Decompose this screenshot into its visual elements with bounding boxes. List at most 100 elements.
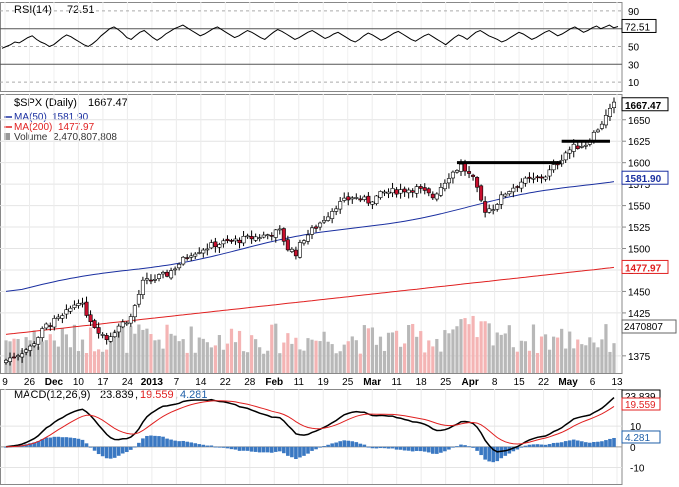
macd-hist-bar-16 — [68, 437, 73, 447]
volume-bar-18 — [76, 351, 81, 373]
volume-bar-133 — [539, 336, 544, 373]
volume-bar-46 — [189, 326, 193, 373]
candle-body-81 — [330, 211, 335, 219]
macd-hist-bar-73 — [298, 446, 302, 458]
volume-bar-13 — [56, 346, 60, 373]
candle-body-101 — [410, 190, 415, 193]
macd-hist-bar-44 — [181, 440, 185, 447]
candle-body-118 — [479, 185, 484, 201]
candle-body-11 — [48, 325, 53, 327]
macd-hist-bar-131 — [531, 444, 536, 447]
candle-body-39 — [161, 272, 166, 275]
macd-hist-bar-20 — [84, 443, 89, 447]
macd-hist-bar-39 — [161, 436, 165, 447]
price-tick-label-0: 1650 — [628, 116, 651, 127]
volume-bar-112 — [455, 326, 459, 373]
volume-bar-92 — [374, 344, 379, 373]
macd-hist-bar-114 — [463, 445, 467, 447]
macd-hist-bar-91 — [370, 446, 375, 449]
macd-hist-bar-127 — [515, 446, 520, 450]
x-axis-label-3: 10 — [73, 377, 85, 388]
candle-body-59 — [241, 236, 246, 244]
candle-body-41 — [169, 270, 174, 279]
macd-hist-bar-41 — [169, 439, 173, 447]
volume-bar-140 — [568, 331, 572, 373]
macd-hist-bar-84 — [342, 440, 347, 447]
candle-body-56 — [229, 240, 234, 242]
volume-bar-94 — [382, 350, 387, 373]
candle-body-70 — [285, 239, 290, 251]
macd-hist-bar-49 — [201, 444, 206, 447]
candle-body-19 — [80, 302, 85, 305]
candle-body-68 — [277, 228, 282, 231]
rsi-tick-label-0: 90 — [628, 7, 640, 18]
candle-body-53 — [217, 244, 222, 248]
candle-body-28 — [116, 325, 121, 333]
volume-bar-80 — [326, 341, 330, 373]
macd-hist-bar-80 — [326, 444, 330, 447]
volume-bar-122 — [495, 332, 499, 373]
volume-bar-120 — [487, 323, 491, 373]
candle-body-21 — [88, 314, 93, 323]
volume-bar-53 — [217, 335, 222, 373]
volume-bar-40 — [165, 324, 169, 373]
candle-body-3 — [16, 355, 21, 358]
candle-body-51 — [209, 242, 214, 249]
volume-bar-113 — [459, 319, 463, 373]
candle-body-45 — [185, 257, 190, 259]
macd-hist-bar-112 — [455, 446, 459, 447]
volume-bar-9 — [40, 341, 44, 373]
macd-hist-bar-8 — [36, 441, 41, 447]
macd-hist-bar-98 — [398, 446, 403, 450]
volume-bar-124 — [503, 333, 507, 373]
macd-value: 23.839 — [100, 389, 134, 401]
candle-body-63 — [257, 237, 262, 239]
x-axis-label-9: 22 — [220, 377, 232, 388]
macd-hist-bar-23 — [96, 446, 101, 455]
x-axis-label-23: May — [558, 377, 578, 388]
volume-bar-52 — [213, 345, 217, 373]
candle-body-74 — [301, 240, 306, 244]
macd-hist-bar-79 — [322, 446, 326, 447]
candle-body-37 — [152, 279, 157, 281]
volume-bar-30 — [125, 352, 129, 373]
candle-body-98 — [398, 189, 403, 194]
volume-bar-66 — [270, 324, 274, 373]
macd-hist-bar-137 — [555, 442, 560, 447]
macd-hist-bar-35 — [145, 435, 149, 447]
volume-bar-24 — [101, 351, 105, 373]
candle-body-18 — [76, 303, 81, 306]
candle-body-50 — [205, 248, 210, 251]
candle-body-144 — [583, 144, 588, 147]
macd-hist-bar-47 — [193, 443, 198, 447]
volume-bar-33 — [137, 324, 141, 373]
macd-signal-value: 19.559 — [140, 389, 174, 401]
volume-bar-27 — [113, 330, 117, 373]
ma200-value: 1477.97 — [58, 122, 95, 133]
macd-hist-bar-31 — [129, 446, 133, 450]
candle-body-14 — [60, 315, 65, 319]
macd-hist-bar-101 — [410, 446, 415, 452]
candle-body-30 — [124, 322, 129, 325]
macd-hist-bar-116 — [471, 446, 475, 448]
volume-bar-70 — [286, 333, 290, 373]
volume-bar-44 — [181, 339, 185, 373]
macd-hist-bar-62 — [253, 446, 258, 452]
candle-body-104 — [422, 187, 427, 191]
macd-hist-bar-52 — [213, 446, 218, 448]
macd-hist-bar-19 — [80, 439, 85, 447]
macd-hist-bar-89 — [362, 444, 367, 447]
macd-hist-bar-83 — [338, 441, 342, 447]
volume-bar-42 — [173, 335, 177, 373]
price-tick-label-1: 1625 — [628, 137, 651, 148]
volume-bar-22 — [92, 351, 97, 373]
volume-bar-147 — [596, 347, 600, 373]
volume-bar-41 — [169, 333, 173, 373]
candle-body-80 — [326, 216, 331, 221]
macd-hist-bar-66 — [269, 446, 274, 453]
candle-body-129 — [523, 177, 528, 184]
macd-hist-bar-63 — [257, 446, 262, 453]
last-price-box — [621, 97, 669, 112]
macd-hist-bar-71 — [290, 446, 294, 458]
volume-bar-73 — [298, 349, 302, 373]
